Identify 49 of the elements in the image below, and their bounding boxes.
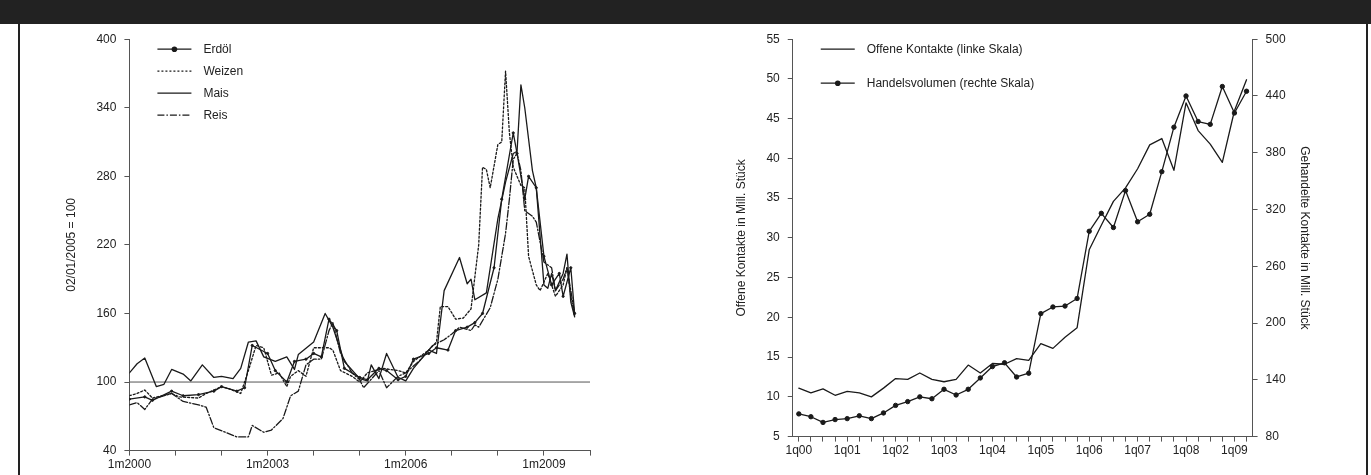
x-tick-label: 1q03 bbox=[930, 443, 958, 458]
y2-tick-label: 80 bbox=[1265, 428, 1280, 443]
x-tick-label: 1m2006 bbox=[384, 457, 428, 472]
y2-tick-label: 320 bbox=[1265, 201, 1286, 216]
legend-label: Offene Kontakte (linke Skala) bbox=[866, 41, 1023, 56]
legend-label: Reis bbox=[203, 107, 228, 122]
y-tick-label: 10 bbox=[766, 389, 781, 404]
legend-label: Erdöl bbox=[203, 41, 232, 56]
y-tick-label: 15 bbox=[766, 349, 781, 364]
x-tick-label: 1q00 bbox=[785, 443, 813, 458]
y-axis-title: Offene Kontakte in Mill. Stück bbox=[733, 158, 748, 317]
x-tick-label: 1q07 bbox=[1124, 443, 1152, 458]
y-tick-label: 100 bbox=[96, 374, 117, 389]
x-tick-label: 1q09 bbox=[1221, 443, 1249, 458]
y-tick-label: 25 bbox=[766, 269, 781, 284]
y-tick-label: 40 bbox=[103, 442, 117, 457]
y-tick-label: 280 bbox=[96, 168, 117, 183]
y-tick-label: 400 bbox=[96, 31, 117, 46]
y-tick-label: 340 bbox=[96, 100, 117, 115]
y-tick-label: 55 bbox=[766, 31, 781, 46]
x-tick-label: 1m2009 bbox=[522, 457, 566, 472]
x-tick-label: 1q01 bbox=[833, 443, 861, 458]
y2-tick-label: 440 bbox=[1265, 88, 1286, 103]
x-tick-label: 1q06 bbox=[1075, 443, 1103, 458]
x-tick-label: 1m2003 bbox=[245, 457, 290, 472]
x-tick-label: 1m2000 bbox=[107, 457, 152, 472]
y-tick-label: 5 bbox=[773, 428, 781, 443]
y2-tick-label: 200 bbox=[1265, 315, 1286, 330]
x-tick-label: 1q02 bbox=[882, 443, 910, 458]
y2-tick-label: 380 bbox=[1265, 145, 1286, 160]
y2-tick-label: 140 bbox=[1265, 372, 1286, 387]
y-tick-label: 30 bbox=[766, 230, 781, 245]
legend-label: Mais bbox=[203, 85, 229, 100]
y2-tick-label: 260 bbox=[1265, 258, 1286, 273]
x-tick-label: 1q04 bbox=[979, 443, 1007, 458]
y-tick-label: 160 bbox=[96, 305, 117, 320]
y-tick-label: 50 bbox=[766, 71, 781, 86]
x-tick-label: 1q08 bbox=[1172, 443, 1200, 458]
y2-tick-label: 500 bbox=[1265, 31, 1286, 46]
y-tick-label: 40 bbox=[766, 150, 781, 165]
x-tick-label: 1q05 bbox=[1027, 443, 1055, 458]
legend-label: Handelsvolumen (rechte Skala) bbox=[866, 75, 1035, 90]
y-tick-label: 45 bbox=[766, 110, 781, 125]
y2-axis-title: Gehandelte Kontakte in Mill. Stück bbox=[1298, 146, 1313, 331]
y-axis-title: 02/01/2005 = 100 bbox=[63, 197, 78, 292]
y-tick-label: 20 bbox=[766, 309, 781, 324]
legend-label: Weizen bbox=[203, 63, 244, 78]
y-tick-label: 220 bbox=[96, 237, 117, 252]
y-tick-label: 35 bbox=[766, 190, 781, 205]
